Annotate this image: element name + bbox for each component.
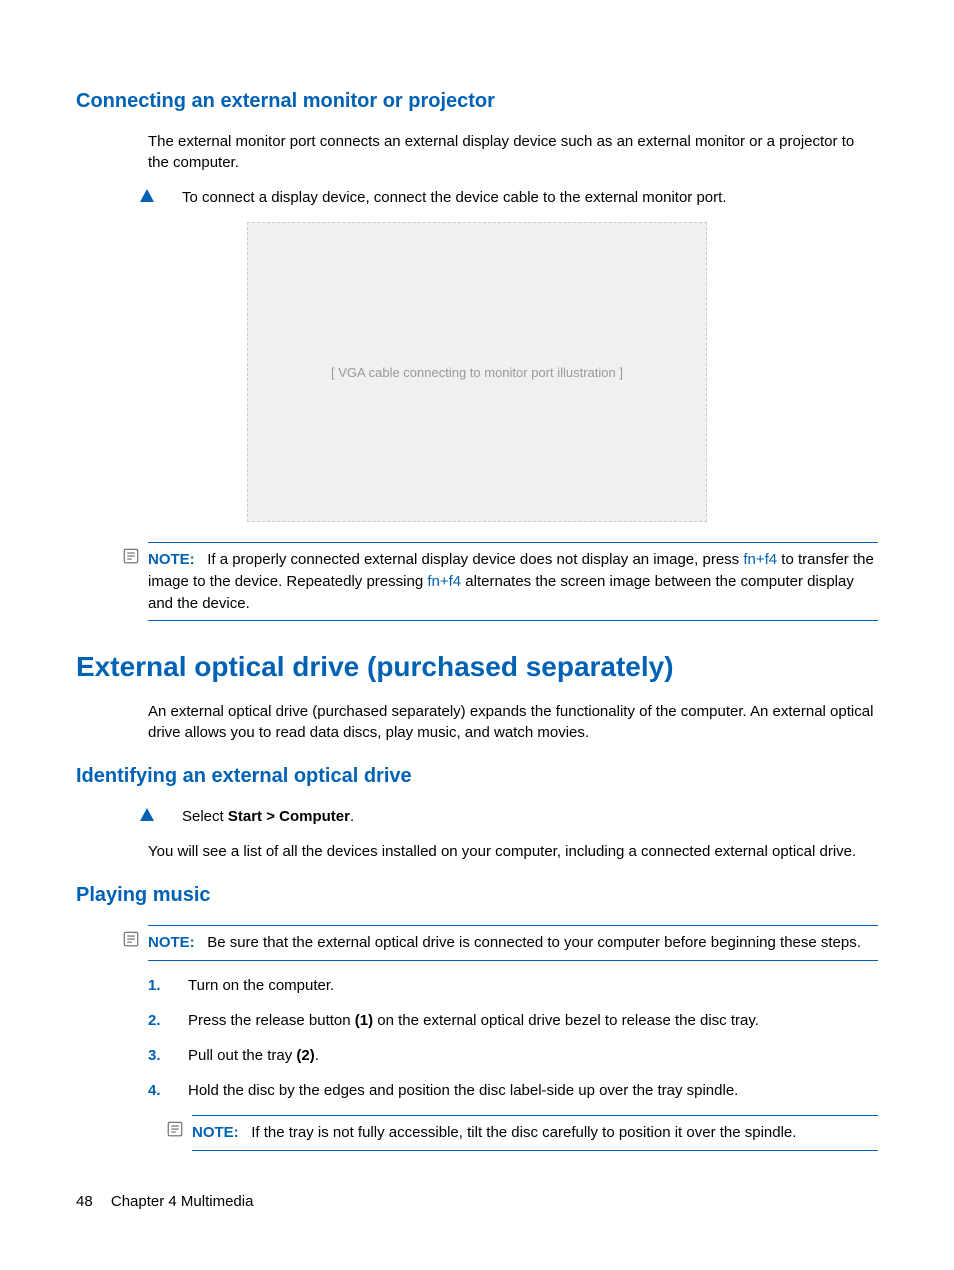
step-text: Turn on the computer.	[188, 975, 878, 996]
bullet-post: .	[350, 808, 354, 825]
key-fnf4-2: fn+f4	[427, 573, 461, 590]
bullet-text-select: Select Start > Computer.	[182, 806, 878, 827]
note-icon	[122, 547, 140, 565]
heading-identifying-drive: Identifying an external optical drive	[76, 765, 878, 788]
note-block-tilt: NOTE: If the tray is not fully accessibl…	[192, 1115, 878, 1151]
step-text: Press the release button (1) on the exte…	[188, 1010, 878, 1031]
note-label-3: NOTE:	[192, 1124, 239, 1141]
note-block-fnf4: NOTE: If a properly connected external d…	[148, 542, 878, 621]
bullet-row-connect: To connect a display device, connect the…	[140, 187, 878, 208]
step-text: Pull out the tray (2).	[188, 1045, 878, 1066]
step-1: 1. Turn on the computer.	[148, 975, 878, 996]
triangle-bullet-icon	[140, 189, 154, 202]
bullet-text-connect: To connect a display device, connect the…	[182, 187, 878, 208]
document-page: Connecting an external monitor or projec…	[0, 0, 954, 1205]
note-icon	[122, 930, 140, 948]
heading-playing-music: Playing music	[76, 884, 878, 907]
bullet-pre: Select	[182, 808, 228, 825]
step-4: 4. Hold the disc by the edges and positi…	[148, 1080, 878, 1101]
key-fnf4-1: fn+f4	[743, 551, 777, 568]
chapter-label: Chapter 4 Multimedia	[111, 1193, 254, 1210]
step-3: 3. Pull out the tray (2).	[148, 1045, 878, 1066]
step-text: Hold the disc by the edges and position …	[188, 1080, 878, 1101]
step-num: 3.	[148, 1045, 188, 1066]
step-num: 2.	[148, 1010, 188, 1031]
vga-cable-illustration: [ VGA cable connecting to monitor port i…	[247, 222, 707, 522]
step-num: 4.	[148, 1080, 188, 1101]
heading-external-optical-drive: External optical drive (purchased separa…	[76, 651, 878, 683]
step-2: 2. Press the release button (1) on the e…	[148, 1010, 878, 1031]
bullet-bold: Start > Computer	[228, 808, 350, 825]
note-label-1: NOTE:	[148, 551, 195, 568]
page-footer: 48 Chapter 4 Multimedia	[76, 1193, 253, 1210]
note-text-tilt: If the tray is not fully accessible, til…	[251, 1124, 796, 1141]
body-devices-list: You will see a list of all the devices i…	[148, 841, 878, 862]
note-label-2: NOTE:	[148, 934, 195, 951]
intro-text-2: An external optical drive (purchased sep…	[148, 701, 878, 743]
triangle-bullet-icon	[140, 808, 154, 821]
step-num: 1.	[148, 975, 188, 996]
intro-text-1: The external monitor port connects an ex…	[148, 131, 878, 173]
note-icon	[166, 1120, 184, 1138]
heading-connecting-monitor: Connecting an external monitor or projec…	[76, 90, 878, 113]
page-number: 48	[76, 1193, 93, 1210]
bullet-row-select: Select Start > Computer.	[140, 806, 878, 827]
note-block-connected: NOTE: Be sure that the external optical …	[148, 925, 878, 961]
note-text-pre: If a properly connected external display…	[207, 551, 743, 568]
ordered-steps: 1. Turn on the computer. 2. Press the re…	[148, 975, 878, 1151]
note-text-connected: Be sure that the external optical drive …	[207, 934, 861, 951]
